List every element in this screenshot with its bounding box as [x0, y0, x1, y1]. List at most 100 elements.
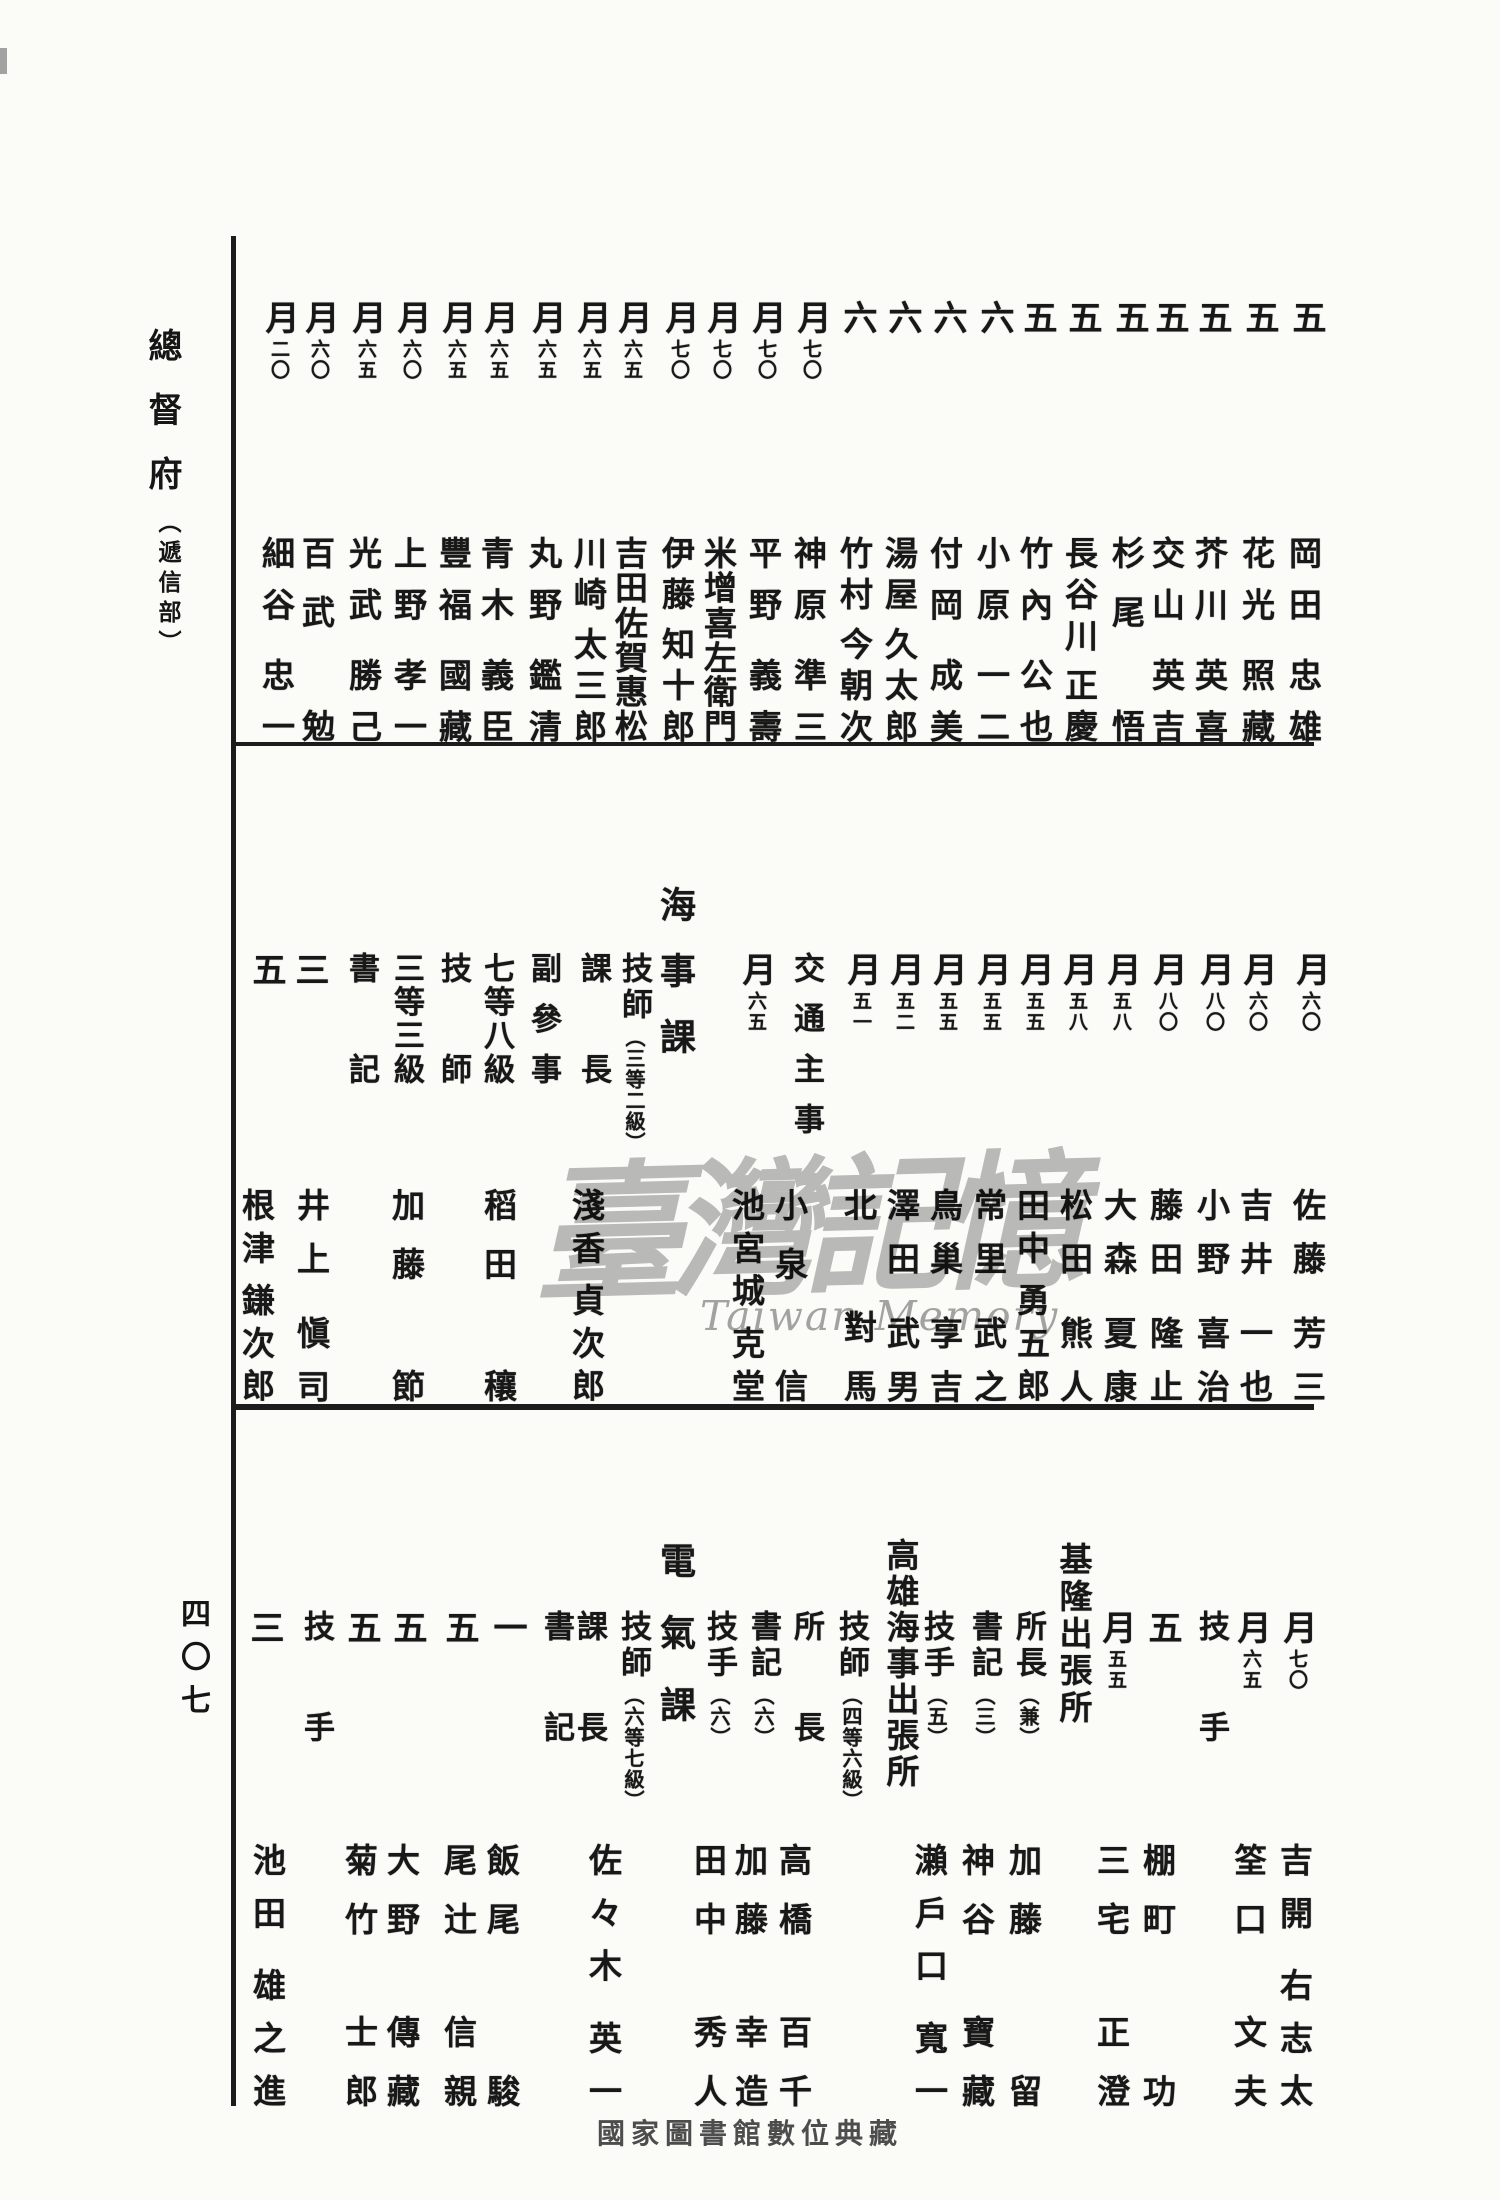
date-label: 月二〇 — [259, 300, 299, 381]
watermark-subtext: Taiwan Memory — [700, 1292, 1060, 1340]
grade-label: 五 — [1149, 300, 1189, 334]
section-header: 海事課 — [654, 886, 696, 1084]
person-name: 杉尾悟 — [1106, 536, 1146, 768]
person-name: 加藤 幸造 — [729, 1843, 769, 2133]
date-label: 月六五 — [526, 300, 566, 381]
person-name: 平野 義壽 — [743, 536, 783, 761]
date-label: 月八〇 — [1194, 952, 1234, 1033]
person-name: 岡田 忠雄 — [1283, 536, 1323, 761]
date-label: 月六五 — [478, 300, 518, 381]
title-label: 技師︵四等六級︶ — [833, 1610, 869, 1811]
date-label: 月五八 — [1057, 952, 1097, 1033]
grade-label: 五 — [439, 1610, 479, 1644]
date-label: 月五八 — [1101, 952, 1141, 1033]
person-name: 加藤留 — [1003, 1843, 1043, 2133]
person-name: 小原 一二 — [971, 536, 1011, 761]
title-label: 書記 — [538, 1610, 574, 1812]
grade-label: 六 — [927, 300, 967, 334]
date-label: 月七〇 — [746, 300, 786, 381]
person-name: 竹內 公也 — [1014, 536, 1054, 761]
person-name: 交山 英吉 — [1146, 536, 1186, 761]
title-label: 所長︵兼︶ — [1010, 1610, 1046, 1748]
person-name: 細谷 忠一 — [256, 536, 296, 761]
person-name: 菊竹 士郎 — [339, 1843, 379, 2133]
person-name: 吉井 一也 — [1234, 1188, 1274, 1423]
person-name: 三宅 正澄 — [1091, 1843, 1131, 2133]
date-label: 月六五 — [346, 300, 386, 381]
person-name: 飯尾駿 — [481, 1843, 521, 2133]
person-name: 青木 義臣 — [475, 536, 515, 761]
date-label: 月六五 — [736, 952, 776, 1033]
person-name: 豐福 國藏 — [433, 536, 473, 761]
person-name: 松田 熊人 — [1054, 1188, 1094, 1423]
grade-label: 六 — [837, 300, 877, 334]
scan-artifact — [0, 48, 7, 74]
title-label: 三等三級 — [388, 952, 424, 1087]
person-name: 花光 照藏 — [1236, 536, 1276, 761]
grade-label: 五 — [1109, 300, 1149, 334]
title-label: 技手 — [1193, 1610, 1229, 1812]
title-label: 七等八級 — [478, 952, 514, 1087]
person-name: 神原 準三 — [788, 536, 828, 761]
person-name: 佐藤 芳三 — [1287, 1188, 1327, 1423]
section-header: 基隆出張所 — [1054, 1542, 1093, 1727]
title-label: 書記 — [343, 952, 379, 1154]
title-label: 交通主事 — [788, 952, 824, 1154]
person-name: 小泉信 — [769, 1188, 809, 1428]
person-name: 竹村 今朝次 — [834, 536, 874, 751]
title-label: 技師 — [435, 952, 471, 1154]
grade-label: 五 — [1062, 300, 1102, 334]
date-label: 月六〇 — [1237, 952, 1277, 1033]
grade-label: 一 — [487, 1610, 527, 1644]
grade-label: 五 — [1017, 300, 1057, 334]
date-label: 月六〇 — [299, 300, 339, 381]
date-label: 月七〇 — [1277, 1610, 1317, 1691]
date-label: 月五二 — [884, 952, 924, 1033]
grade-label: 六 — [882, 300, 922, 334]
margin-department-label: ︵遞信部︶ — [154, 510, 181, 660]
title-label: 副參事 — [525, 952, 561, 1104]
person-name: 小野 喜治 — [1191, 1188, 1231, 1423]
grade-label: 三 — [289, 952, 329, 986]
date-label: 月六五 — [1231, 1610, 1271, 1691]
grade-label: 五 — [1239, 300, 1279, 334]
title-label: 技手︵六︶ — [701, 1610, 737, 1748]
person-name: 芥川 英喜 — [1189, 536, 1229, 761]
title-label: 技師︵六等七級︶ — [615, 1610, 651, 1811]
person-name: 田中 秀人 — [688, 1843, 728, 2133]
person-name: 棚町功 — [1137, 1843, 1177, 2133]
person-name: 瀨戶口 寬一 — [909, 1843, 949, 2127]
person-name: 鳥巢 享吉 — [924, 1188, 964, 1423]
date-label: 月八〇 — [1147, 952, 1187, 1033]
person-name: 筌口 文夫 — [1228, 1843, 1268, 2133]
grade-label: 五 — [341, 1610, 381, 1644]
title-label: 所長 — [788, 1610, 824, 1812]
person-name: 大野 傳藏 — [381, 1843, 421, 2133]
person-name: 加藤節 — [386, 1188, 426, 1428]
person-name: 川崎 太三郎 — [568, 536, 608, 751]
person-name: 吉田 佐賀惠松 — [609, 536, 649, 744]
date-label: 月七〇 — [791, 300, 831, 381]
date-label: 月六五 — [612, 300, 652, 381]
person-name: 池宮城 克堂 — [726, 1188, 766, 1412]
person-name: 佐々木 英一 — [583, 1843, 623, 2127]
person-name: 丸野 鑑清 — [523, 536, 563, 761]
person-name: 付岡 成美 — [924, 536, 964, 761]
grade-label: 五 — [387, 1610, 427, 1644]
footer-label: 國家圖書館數位典藏 — [596, 2117, 903, 2150]
person-name: 常里 武之 — [968, 1188, 1008, 1423]
person-name: 尾辻 信親 — [438, 1843, 478, 2133]
person-name: 池田 雄之進 — [247, 1843, 287, 2127]
title-label: 課長 — [571, 1610, 607, 1812]
title-label: 書記︵三︶ — [966, 1610, 1002, 1748]
date-label: 月五五 — [971, 952, 1011, 1033]
title-label: 技手 — [298, 1610, 334, 1812]
section-header: 電氣課 — [654, 1542, 696, 1758]
person-name: 吉開 右志太 — [1274, 1843, 1314, 2127]
date-label: 月五五 — [1014, 952, 1054, 1033]
person-name: 湯屋 久太郎 — [879, 536, 919, 751]
title-label: 技手︵五︶ — [918, 1610, 954, 1748]
